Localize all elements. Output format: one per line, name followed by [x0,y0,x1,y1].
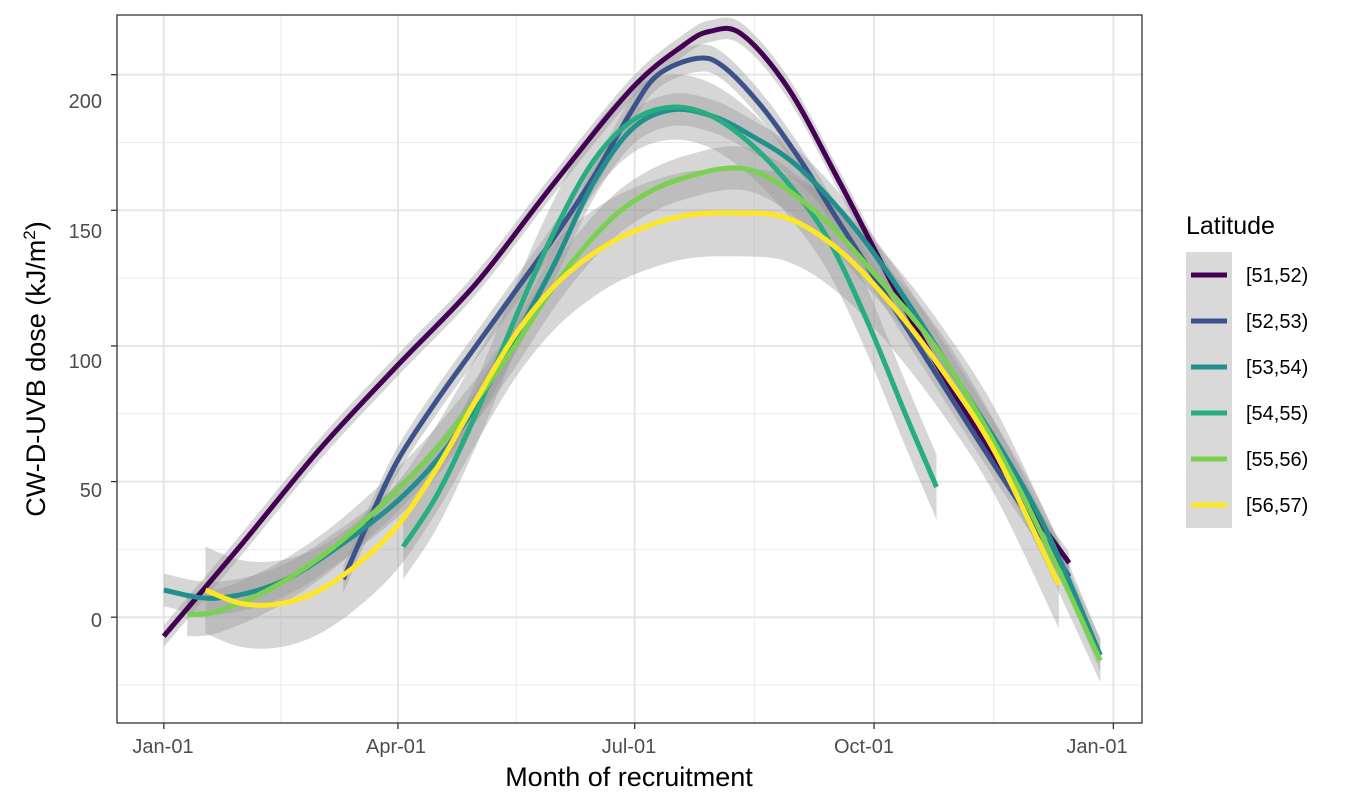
y-tick-label: 0 [91,610,102,632]
legend-label: [54,55) [1246,403,1308,425]
x-axis-title: Month of recruitment [505,762,753,792]
x-tick-label: Jan-01 [132,736,193,758]
legend-label: [52,53) [1246,311,1308,333]
legend-title: Latitude [1186,212,1275,240]
legend-label: [56,57) [1246,495,1308,517]
x-tick-label: Jul-01 [602,736,656,758]
confidence-band [343,44,1070,593]
x-tick-label: Jan-01 [1066,736,1127,758]
y-axis-title: CW-D-UVB dose (kJ/m2) [20,221,51,517]
series-line [204,210,1062,608]
x-tick-label: Apr-01 [366,736,426,758]
y-tick-label: 50 [80,480,102,502]
y-axis-title-superscript: 2 [20,230,39,239]
x-tick-label: Oct-01 [834,736,894,758]
y-axis-title-close: ) [21,221,51,230]
legend-label: [51,52) [1246,265,1308,287]
grid-major [117,15,1142,723]
series-lines [161,25,1103,662]
series-line [186,165,1103,662]
y-tick-label: 100 [69,351,102,373]
y-axis-title-main: CW-D-UVB dose (kJ/m [21,240,51,517]
series-line [341,55,1072,581]
y-tick-label: 150 [69,221,102,243]
series-line [161,25,1072,638]
confidence-band [205,169,1059,649]
legend-label: [53,54) [1246,357,1308,379]
legend: [51,52) [52,53) [53,54) [54,55) [55,56) [56,5… [1186,252,1308,528]
axis-ticks [111,74,1115,729]
panel-border [116,14,1143,724]
y-tick-label: 200 [69,91,102,113]
legend-label: [55,56) [1246,449,1308,471]
